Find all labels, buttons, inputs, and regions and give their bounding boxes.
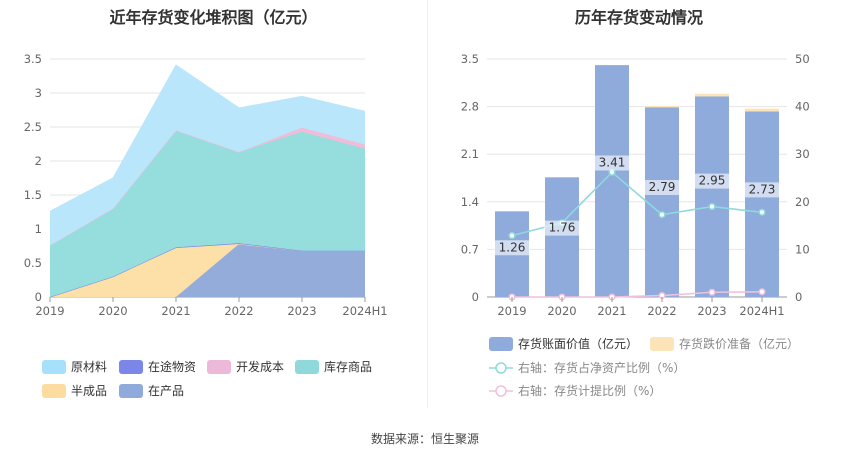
data-label-bg	[544, 220, 580, 236]
legend-label: 右轴：存货占净资产比例（%）	[518, 360, 685, 375]
bar-book-value	[745, 111, 779, 297]
bar-impairment-reserve	[695, 93, 729, 97]
legend-label: 原材料	[71, 360, 107, 374]
legend-swatch	[119, 360, 143, 374]
legend-swatch	[119, 384, 143, 398]
data-label-bg	[644, 179, 680, 195]
right-chart-title: 历年存货变动情况	[574, 8, 703, 27]
stacked-area-chart: 0 0.5 1 1.5 2 2.5 3 3.5 2019 2020 2021 2022 2023 2024…	[24, 52, 388, 398]
bar-data-label: 1.76	[549, 221, 576, 235]
bar-data-label: 2.73	[749, 182, 776, 196]
bar-book-value	[545, 177, 579, 297]
line-point	[708, 288, 716, 296]
line-point	[658, 211, 666, 219]
x-tick-label: 2020	[98, 304, 127, 318]
legend-label: 库存商品	[324, 359, 372, 374]
bar-data-label: 2.79	[649, 180, 676, 194]
bar-book-value	[645, 107, 679, 297]
legend-swatch-bar	[650, 337, 674, 351]
y-right-tick-label: 40	[795, 100, 810, 114]
y-right-tick-label: 50	[795, 52, 810, 66]
y-right-tick-label: 30	[795, 147, 810, 161]
line-series	[512, 290, 763, 298]
data-label-bg	[494, 240, 530, 256]
bar-impairment-reserve	[645, 105, 679, 108]
inventory-change-chart: 0 0.7 1.4 2.1 2.8 3.5 0 10 20 30 40 50 1.26 1.76 3.41 2…	[461, 52, 810, 398]
left-chart-panel: 近年存货变化堆积图（亿元） 0 0.5 1 1.5 2 2.5 3 3.5 2019 2020 20…	[0, 0, 427, 410]
bar-impairment-reserve	[745, 108, 779, 112]
bar-data-label: 2.95	[699, 174, 726, 188]
data-label-bg	[694, 173, 730, 189]
legend-swatch	[207, 360, 231, 374]
x-tick-label: 2021	[597, 304, 626, 318]
x-tick-label: 2020	[547, 304, 576, 318]
line-point	[758, 288, 766, 296]
data-source-note: 数据来源：恒生聚源	[370, 432, 479, 446]
legend-swatch-marker	[495, 385, 507, 397]
x-tick-label: 2019	[497, 304, 526, 318]
legend-label: 半成品	[71, 384, 107, 398]
bar-data-label: 3.41	[599, 156, 626, 170]
legend-swatch	[42, 360, 66, 374]
line-point	[708, 203, 716, 211]
area-series-原材料	[50, 65, 365, 246]
y-left-tick-label: 2.8	[461, 100, 479, 114]
y-tick-label: 3.5	[24, 52, 42, 66]
y-left-tick-label: 2.1	[461, 147, 479, 161]
x-tick-label: 2022	[647, 304, 676, 318]
legend-label: 开发成本	[236, 359, 284, 374]
data-label-bg	[594, 155, 630, 171]
y-tick-label: 3	[35, 86, 42, 100]
legend-label: 存货账面价值（亿元）	[518, 336, 638, 351]
x-tick-label: 2021	[161, 304, 190, 318]
y-right-tick-label: 10	[795, 242, 810, 256]
left-chart-title: 近年存货变化堆积图（亿元）	[109, 8, 318, 27]
y-tick-label: 2	[35, 154, 42, 168]
area-edge-原材料	[49, 64, 366, 212]
y-left-tick-label: 3.5	[461, 52, 479, 66]
area-series-半成品	[50, 243, 365, 297]
bar-book-value	[695, 96, 729, 298]
x-tick-label: 2023	[697, 304, 726, 318]
y-right-tick-label: 20	[795, 195, 810, 209]
legend-label: 右轴：存货计提比例（%）	[518, 383, 661, 398]
bar-data-label: 1.26	[499, 240, 526, 254]
legend-swatch-marker	[495, 362, 507, 374]
y-tick-label: 1	[35, 222, 42, 236]
y-left-tick-label: 1.4	[461, 195, 479, 209]
x-tick-label: 2023	[287, 304, 316, 318]
y-right-tick-label: 0	[795, 290, 802, 304]
y-left-tick-label: 0	[472, 290, 479, 304]
legend-label: 在途物资	[148, 359, 196, 374]
right-chart-panel: 历年存货变动情况 0 0.7 1.4 2.1 2.8 3.5 0 10 20 30 40 50 1.26…	[428, 0, 850, 410]
legend-label: 存货跌价准备（亿元）	[679, 336, 799, 351]
area-series-库存商品	[50, 130, 365, 297]
area-series-开发成本	[50, 127, 365, 246]
x-tick-label: 2019	[35, 304, 64, 318]
data-label-bg	[744, 182, 780, 198]
legend-swatch	[295, 360, 319, 374]
y-tick-label: 2.5	[24, 120, 42, 134]
line-point	[758, 208, 766, 216]
line-point	[508, 232, 516, 240]
panel-divider	[427, 0, 428, 408]
y-left-tick-label: 0.7	[461, 242, 479, 256]
y-tick-label: 1.5	[24, 188, 42, 202]
legend-label: 在产品	[148, 384, 184, 398]
legend-swatch-bar	[489, 337, 513, 351]
x-tick-label: 2024H1	[739, 304, 784, 318]
y-tick-label: 0	[35, 290, 42, 304]
legend-swatch	[42, 384, 66, 398]
x-tick-label: 2022	[224, 304, 253, 318]
y-tick-label: 0.5	[24, 256, 42, 270]
x-tick-label: 2024H1	[342, 304, 387, 318]
bar-book-value	[595, 65, 629, 298]
